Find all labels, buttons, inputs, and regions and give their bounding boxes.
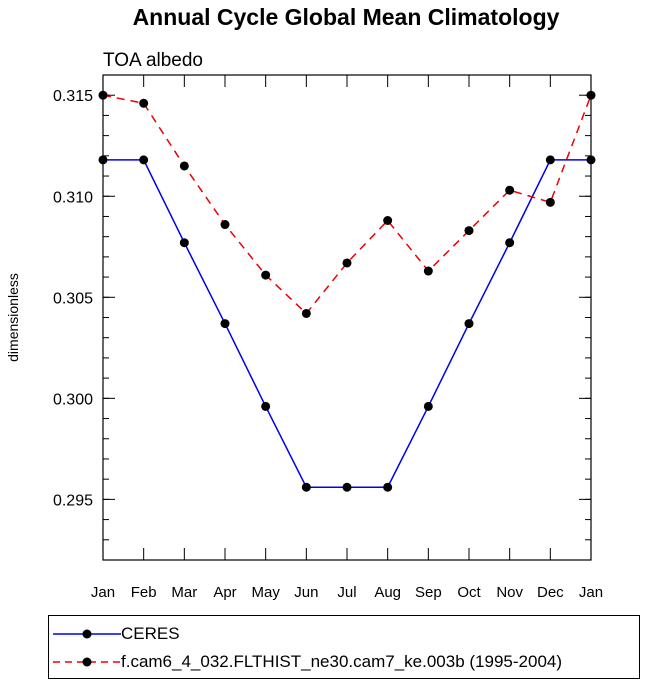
x-tick-label: Oct: [457, 584, 481, 601]
data-point-1: [261, 270, 271, 280]
legend-swatch-ceres: [53, 629, 121, 639]
data-point-1: [423, 266, 433, 276]
x-tick-label: Jan: [579, 584, 603, 601]
data-point-0: [342, 482, 352, 492]
x-tick-label: Mar: [171, 584, 197, 601]
data-point-0: [261, 401, 271, 411]
x-tick-label: Aug: [374, 584, 401, 601]
legend: CERES f.cam6_4_032.FLTHIST_ne30.cam7_ke.…: [48, 615, 640, 679]
data-point-1: [464, 226, 474, 236]
legend-item-ceres: CERES: [49, 622, 639, 646]
series-line-0: [103, 159, 591, 488]
series-line-1: [102, 94, 592, 315]
legend-label-model: f.cam6_4_032.FLTHIST_ne30.cam7_ke.003b (…: [121, 652, 563, 671]
data-point-1: [342, 258, 352, 268]
axis-ticks: [102, 74, 592, 561]
y-tick-label: 0.300: [53, 391, 93, 408]
series-layer: [98, 90, 596, 492]
legend-item-model: f.cam6_4_032.FLTHIST_ne30.cam7_ke.003b (…: [49, 650, 639, 674]
data-point-1: [545, 197, 555, 207]
x-tick-label: Dec: [537, 584, 564, 601]
x-tick-label: Jan: [91, 584, 115, 601]
chart-subtitle: TOA albedo: [103, 50, 203, 71]
x-tick-label: May: [251, 584, 280, 601]
x-tick-label: Jul: [337, 584, 356, 601]
data-point-0: [423, 401, 433, 411]
x-tick-labels: Jan Feb Mar Apr May Jun Jul Aug Sep Oct Nov Dec Jan: [91, 584, 603, 601]
x-tick-label: Jun: [294, 584, 318, 601]
data-point-0: [464, 319, 474, 329]
data-point-1: [179, 161, 189, 171]
y-tick-label: 0.310: [53, 189, 93, 206]
data-point-0: [139, 155, 149, 165]
data-point-1: [383, 216, 393, 225]
data-point-1: [220, 220, 230, 230]
data-point-0: [179, 238, 189, 248]
x-tick-label: Feb: [131, 584, 157, 601]
y-tick-label: 0.295: [53, 492, 93, 509]
x-tick-label: Apr: [213, 584, 236, 601]
line-chart: TOA albedo dimensionless Jan Feb Mar Apr May…: [5, 50, 603, 601]
y-tick-label: 0.305: [53, 290, 93, 307]
y-tick-labels: 0.295 0.300 0.305 0.310 0.315: [53, 88, 93, 509]
chart-title: Annual Cycle Global Mean Climatology: [132, 4, 560, 30]
x-tick-label: Nov: [496, 584, 523, 601]
x-tick-label: Sep: [415, 584, 442, 601]
data-point-0: [301, 482, 311, 492]
data-point-0: [220, 319, 230, 329]
data-point-0: [383, 482, 393, 492]
legend-label-ceres: CERES: [121, 624, 180, 643]
data-point-1: [301, 308, 311, 318]
data-point-1: [139, 98, 149, 108]
y-tick-label: 0.315: [53, 88, 93, 105]
data-point-0: [505, 238, 515, 248]
legend-swatch-model: [53, 657, 121, 667]
data-point-1: [505, 185, 515, 195]
y-axis-label: dimensionless: [5, 273, 21, 362]
data-point-0: [545, 155, 555, 165]
plot-frame: [102, 74, 592, 561]
